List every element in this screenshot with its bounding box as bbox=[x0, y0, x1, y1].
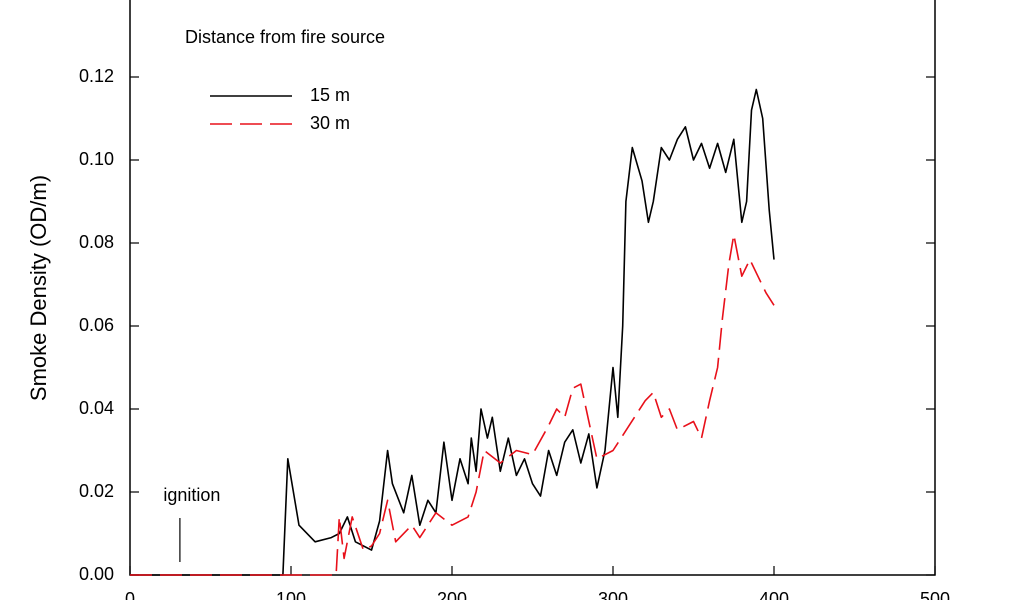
legend-label: 30 m bbox=[310, 113, 350, 133]
y-tick-label: 0.00 bbox=[79, 564, 114, 584]
y-tick-label: 0.04 bbox=[79, 398, 114, 418]
y-tick-label: 0.08 bbox=[79, 232, 114, 252]
legend-title: Distance from fire source bbox=[185, 27, 385, 47]
y-axis-label: Smoke Density (OD/m) bbox=[26, 175, 51, 401]
x-tick-label: 0 bbox=[125, 589, 135, 600]
y-tick-label: 0.14 bbox=[79, 0, 114, 3]
y-tick-label: 0.06 bbox=[79, 315, 114, 335]
data-line bbox=[130, 233, 775, 576]
y-tick-label: 0.02 bbox=[79, 481, 114, 501]
x-tick-label: 200 bbox=[437, 589, 467, 600]
data-line bbox=[130, 88, 775, 576]
plot-frame bbox=[129, 0, 936, 576]
y-tick-label: 0.10 bbox=[79, 149, 114, 169]
x-tick-label: 400 bbox=[759, 589, 789, 600]
x-tick-label: 100 bbox=[276, 589, 306, 600]
x-tick-label: 500 bbox=[920, 589, 950, 600]
annotation: ignition bbox=[163, 485, 220, 505]
y-tick-label: 0.12 bbox=[79, 66, 114, 86]
x-tick-label: 300 bbox=[598, 589, 628, 600]
legend-label: 15 m bbox=[310, 85, 350, 105]
